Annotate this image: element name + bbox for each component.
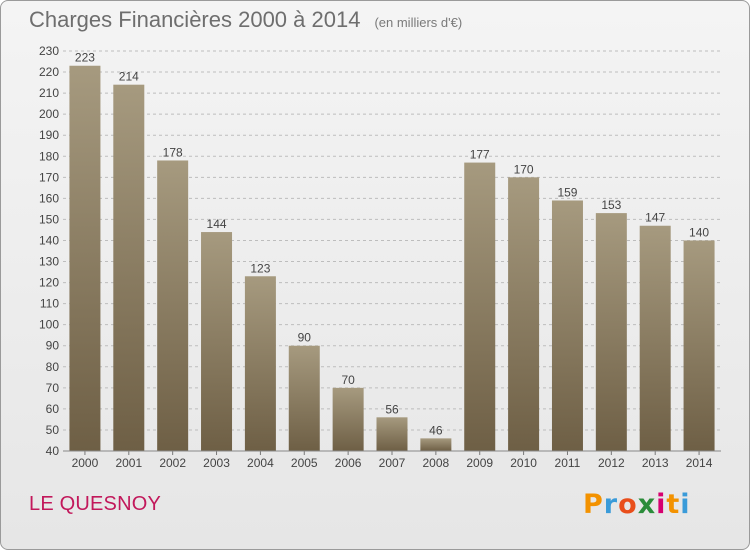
chart-title: Charges Financières 2000 à 2014 xyxy=(29,7,361,32)
y-tick-label: 200 xyxy=(39,107,59,121)
y-tick-label: 40 xyxy=(46,444,60,458)
y-tick-label: 210 xyxy=(39,86,59,100)
x-axis-ticks: 2000 2001 2002 2003 2004 2005 2006 2007 2008 2009… xyxy=(72,451,713,470)
data-labels: 223 214 178 144 123 90 70 56 46 177 170 159 153 147 14… xyxy=(75,51,709,438)
x-tick-label: 2008 xyxy=(423,456,450,470)
data-label: 170 xyxy=(514,162,534,176)
logo-letter: r xyxy=(603,489,619,520)
data-label: 177 xyxy=(470,148,490,162)
y-tick-label: 150 xyxy=(39,212,59,226)
bar xyxy=(376,417,408,451)
data-label: 46 xyxy=(429,423,443,437)
bar xyxy=(288,345,320,451)
bar xyxy=(113,84,145,452)
x-tick-label: 2000 xyxy=(72,456,99,470)
logo-letter: i xyxy=(656,489,667,520)
x-tick-label: 2007 xyxy=(379,456,406,470)
x-tick-label: 2010 xyxy=(510,456,537,470)
x-tick-label: 2005 xyxy=(291,456,318,470)
data-label: 159 xyxy=(557,185,577,199)
y-tick-label: 110 xyxy=(40,297,59,311)
data-label: 214 xyxy=(119,70,139,84)
bar xyxy=(508,177,540,451)
bar xyxy=(69,65,101,451)
data-label: 140 xyxy=(689,225,709,239)
logo-letter: i xyxy=(680,489,691,520)
y-tick-label: 120 xyxy=(39,276,59,290)
bar xyxy=(157,160,189,451)
y-tick-label: 70 xyxy=(46,381,60,395)
chart-title-block: Charges Financières 2000 à 2014 (en milli… xyxy=(29,7,462,33)
y-tick-label: 190 xyxy=(39,128,59,142)
y-tick-label: 90 xyxy=(46,339,60,353)
x-tick-label: 2004 xyxy=(247,456,274,470)
data-label: 147 xyxy=(645,211,665,225)
bar xyxy=(420,438,452,451)
logo-letter: t xyxy=(666,489,681,520)
proxiti-logo: Proxiti xyxy=(583,489,691,520)
y-tick-label: 170 xyxy=(39,170,59,184)
y-tick-label: 100 xyxy=(39,318,59,332)
y-tick-label: 60 xyxy=(46,402,60,416)
y-tick-label: 160 xyxy=(39,191,59,205)
x-tick-label: 2006 xyxy=(335,456,362,470)
y-axis-ticks: 40 50 60 70 80 90 100 110 120 130 140 150 160 170 180 1… xyxy=(39,44,59,458)
x-tick-label: 2011 xyxy=(555,456,581,470)
x-tick-label: 2002 xyxy=(159,456,186,470)
bar xyxy=(332,387,364,451)
x-tick-label: 2003 xyxy=(203,456,230,470)
logo-letter: x xyxy=(637,489,657,520)
y-tick-label: 130 xyxy=(39,255,59,269)
logo-letter: o xyxy=(618,489,638,520)
bar xyxy=(464,162,496,451)
data-label: 144 xyxy=(207,217,227,231)
bar xyxy=(595,213,627,451)
data-label: 90 xyxy=(298,331,312,345)
data-label: 56 xyxy=(385,402,399,416)
chart-subtitle: (en milliers d'€) xyxy=(374,15,463,30)
x-tick-label: 2014 xyxy=(686,456,713,470)
data-label: 123 xyxy=(250,261,270,275)
bars xyxy=(69,65,715,452)
bar xyxy=(551,200,583,451)
y-tick-label: 80 xyxy=(46,360,60,374)
data-label: 70 xyxy=(341,373,355,387)
x-tick-label: 2001 xyxy=(115,456,142,470)
y-tick-label: 140 xyxy=(39,233,59,247)
data-label: 223 xyxy=(75,51,95,65)
y-tick-label: 220 xyxy=(39,65,59,79)
bar xyxy=(201,232,233,451)
data-label: 153 xyxy=(601,198,621,212)
bar xyxy=(244,276,276,451)
y-tick-label: 230 xyxy=(39,44,59,58)
y-tick-label: 180 xyxy=(39,149,59,163)
x-tick-label: 2013 xyxy=(642,456,669,470)
data-label: 178 xyxy=(163,145,183,159)
commune-name: LE QUESNOY xyxy=(29,493,162,515)
bar xyxy=(683,240,715,451)
bar xyxy=(639,225,671,451)
x-tick-label: 2009 xyxy=(466,456,493,470)
logo-letter: P xyxy=(583,489,604,520)
y-tick-label: 50 xyxy=(46,423,60,437)
x-tick-label: 2012 xyxy=(598,456,625,470)
